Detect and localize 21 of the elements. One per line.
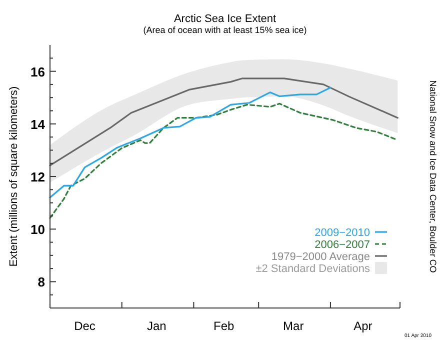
x-tick-label: Feb — [213, 319, 234, 333]
y-tick-label: 10 — [30, 222, 45, 238]
chart-title: Arctic Sea Ice Extent — [174, 13, 276, 25]
x-tick-label: Mar — [283, 319, 304, 333]
y-axis-title: Extent (millions of square kilometers) — [8, 86, 20, 267]
legend-label: 2009−2010 — [314, 227, 370, 239]
legend-label: 2006−2007 — [314, 239, 370, 251]
y-tick-label: 12 — [30, 170, 45, 184]
line-series — [49, 86, 332, 198]
line-series — [49, 78, 398, 166]
y-tick-label: 14 — [30, 116, 46, 132]
annotation: ±2 Standard Deviations — [256, 263, 370, 275]
y-tick-label: 16 — [30, 64, 45, 80]
x-tick-label: Apr — [354, 319, 372, 333]
y-tick-label: 8 — [38, 274, 45, 290]
x-tick-label: Dec — [74, 319, 96, 333]
x-tick-label: Jan — [146, 319, 166, 333]
legend-label: 1979−2000 Average — [271, 251, 370, 263]
chart-subtitle: (Area of ocean with at least 15% sea ice) — [143, 25, 307, 35]
line-series — [49, 102, 396, 219]
text: National Snow and Ice Data Center, Boulder CO — [428, 80, 438, 273]
